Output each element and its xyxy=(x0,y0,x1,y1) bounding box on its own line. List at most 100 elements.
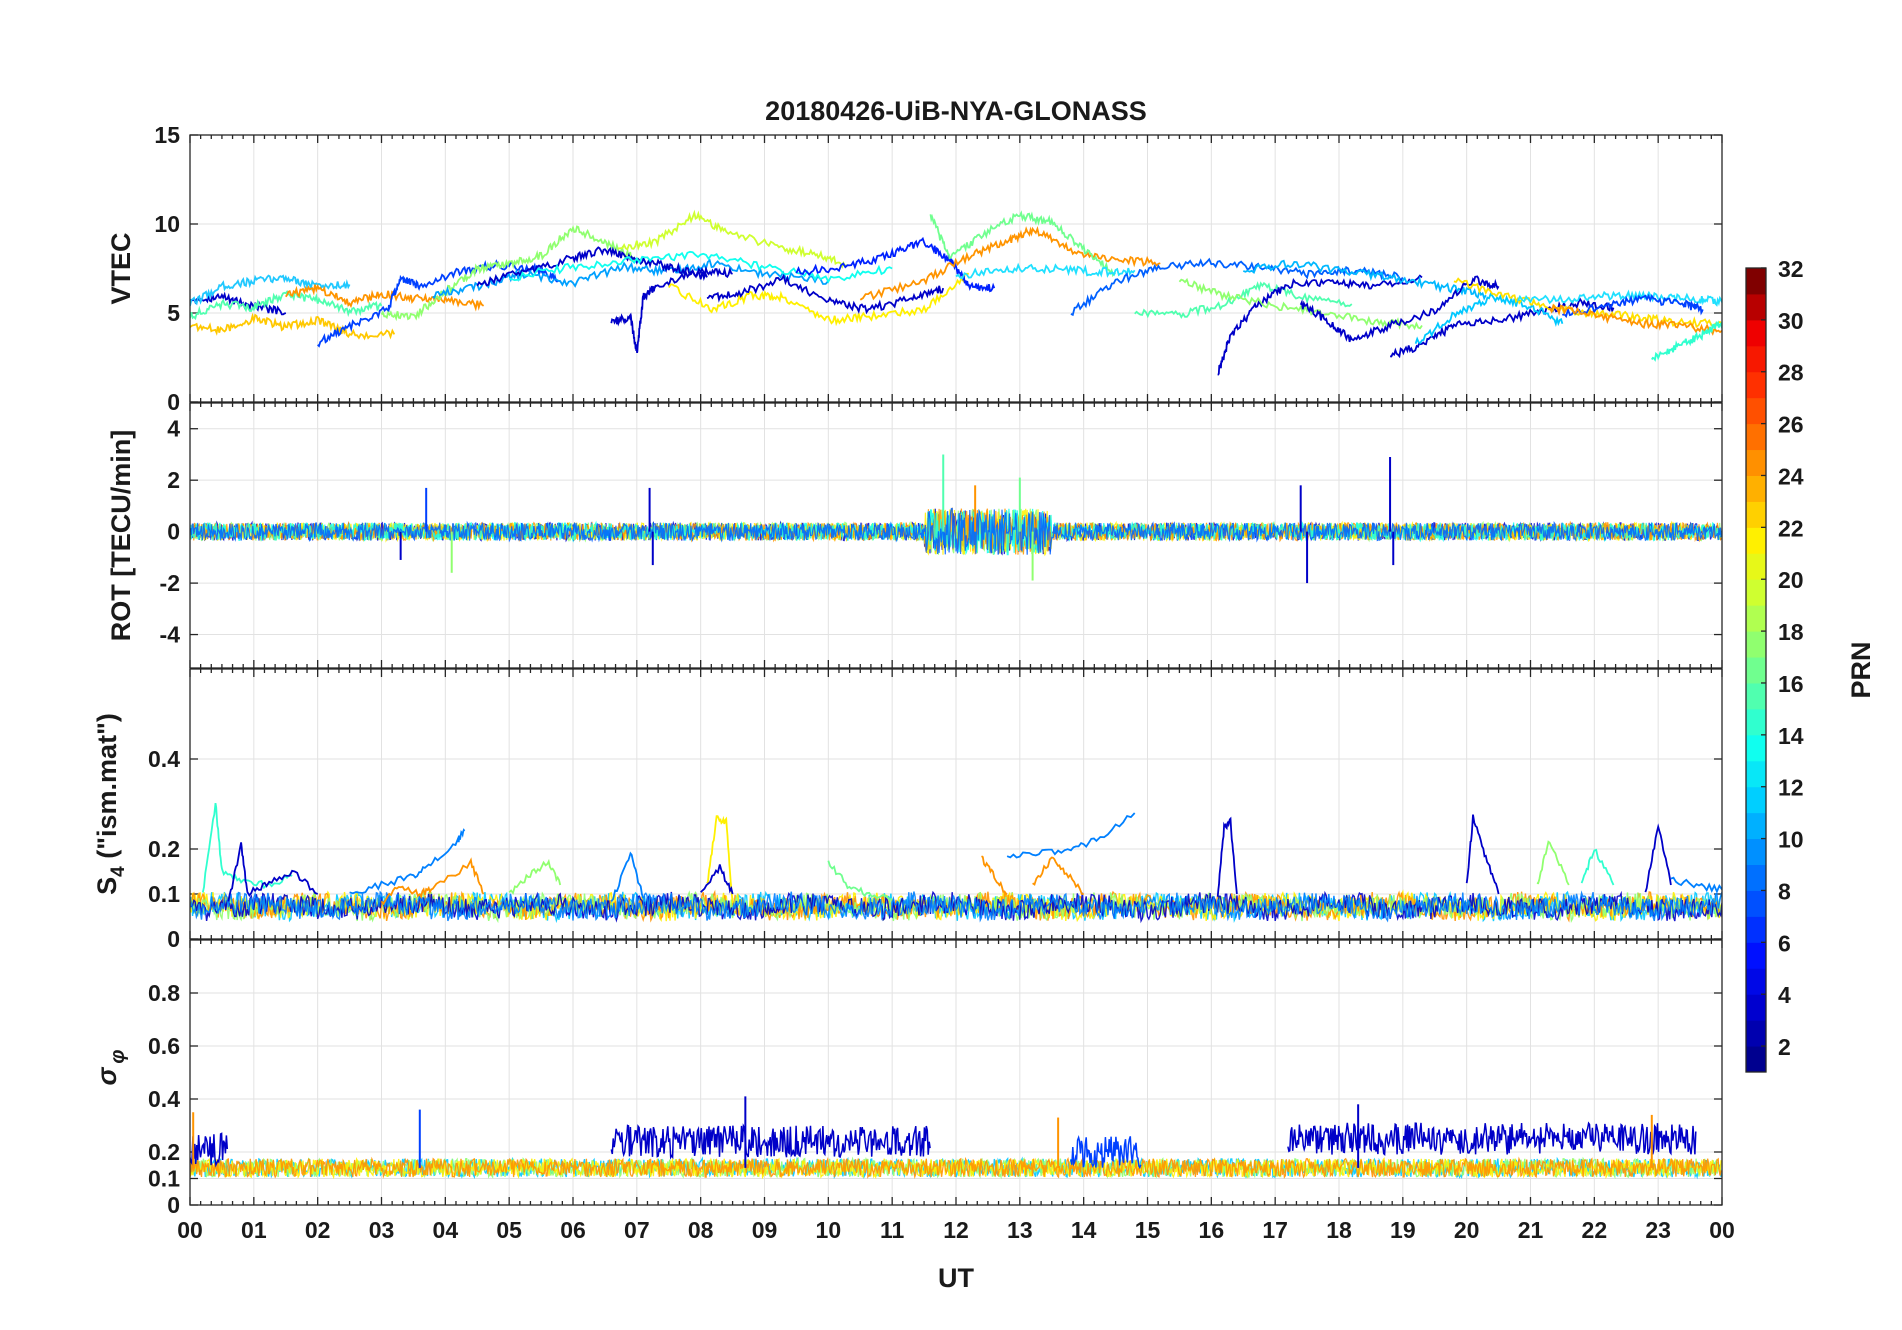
sigma-series-line xyxy=(190,1156,1722,1180)
x-tick-label: 03 xyxy=(369,1217,395,1243)
y-tick-label: 0.6 xyxy=(148,1033,180,1059)
y-axis-label-rot: ROT [TECU/min] xyxy=(106,430,136,641)
y-tick-label: -2 xyxy=(160,570,180,596)
y-tick-label: 0.1 xyxy=(148,881,180,907)
s4-event-line xyxy=(1006,812,1136,859)
y-axis-label-vtec: VTEC xyxy=(106,232,136,304)
y-tick-label: 0 xyxy=(167,519,180,545)
y-tick-label: -4 xyxy=(160,622,181,648)
s4-event-line xyxy=(1032,856,1084,895)
colorbar-segment xyxy=(1746,657,1766,684)
colorbar-tick-label: 30 xyxy=(1778,308,1804,334)
vtec-series-line xyxy=(859,225,1161,301)
x-tick-label: 17 xyxy=(1262,1217,1288,1243)
x-tick-label: 09 xyxy=(752,1217,778,1243)
s4-event-line xyxy=(508,858,562,895)
colorbar-label: PRN xyxy=(1846,641,1876,698)
colorbar-segment xyxy=(1746,527,1766,554)
colorbar-segment xyxy=(1746,423,1766,451)
colorbar-tick-label: 10 xyxy=(1778,827,1804,853)
colorbar-tick-label: 2 xyxy=(1778,1034,1791,1060)
x-tick-label: 11 xyxy=(880,1217,905,1243)
x-tick-label: 06 xyxy=(560,1217,586,1243)
sigma-elevated-line xyxy=(1070,1134,1142,1170)
panel-frame-sigma xyxy=(189,939,1723,1206)
x-tick-label: 10 xyxy=(816,1217,842,1243)
series-group-s4 xyxy=(190,802,1722,924)
vtec-series-line xyxy=(1070,257,1404,317)
s4-event-line xyxy=(610,851,645,902)
x-tick-label: 18 xyxy=(1326,1217,1352,1243)
y-tick-label: 0 xyxy=(167,926,180,952)
colorbar-tick-label: 6 xyxy=(1778,930,1791,956)
y-tick-label: 0 xyxy=(167,1192,180,1218)
colorbar-segment xyxy=(1746,293,1766,321)
colorbar-segment xyxy=(1746,475,1766,502)
s4-event-line xyxy=(1644,823,1672,893)
colorbar-tick-label: 22 xyxy=(1778,515,1804,541)
vtec-series-line xyxy=(617,209,848,270)
colorbar-segment xyxy=(1746,916,1766,943)
x-tick-label: 23 xyxy=(1645,1217,1671,1243)
vtec-series-line xyxy=(668,272,969,327)
colorbar-segment xyxy=(1746,1020,1766,1047)
series-group-rot xyxy=(190,454,1722,584)
colorbar-segment xyxy=(1746,838,1766,866)
vtec-series-line xyxy=(1299,275,1500,343)
colorbar-tick-label: 32 xyxy=(1778,256,1804,282)
colorbar-segment xyxy=(1746,397,1766,425)
x-tick-label: 00 xyxy=(177,1217,203,1243)
colorbar-segment xyxy=(1746,890,1766,917)
colorbar-segment xyxy=(1746,682,1766,710)
s4-event-line xyxy=(981,855,1008,895)
s4-event-line xyxy=(1670,876,1722,894)
x-tick-label: 19 xyxy=(1390,1217,1416,1243)
vtec-series-line xyxy=(1242,259,1487,301)
y-tick-label: 15 xyxy=(154,122,180,148)
colorbar-segment xyxy=(1746,449,1766,476)
x-tick-label: 01 xyxy=(241,1217,267,1243)
x-tick-label: 08 xyxy=(688,1217,714,1243)
s4-event-line xyxy=(706,815,734,904)
x-tick-label: 13 xyxy=(1007,1217,1033,1243)
colorbar-tick-label: 20 xyxy=(1778,567,1804,593)
vtec-series-line xyxy=(1178,277,1423,331)
colorbar-segment xyxy=(1746,968,1766,995)
sigma-elevated-line xyxy=(1287,1121,1697,1156)
vtec-series-line xyxy=(1548,303,1722,336)
colorbar-segment xyxy=(1746,371,1766,399)
colorbar-tick-label: 14 xyxy=(1778,723,1804,749)
colorbar-tick-label: 12 xyxy=(1778,775,1804,801)
x-tick-label: 04 xyxy=(433,1217,459,1243)
vtec-series-line xyxy=(285,283,485,312)
colorbar-tick-label: 8 xyxy=(1778,878,1791,904)
colorbar-segment xyxy=(1746,268,1766,295)
x-tick-label: 00 xyxy=(1709,1217,1735,1243)
vtec-series-line xyxy=(1651,320,1722,362)
panel-frame-s4 xyxy=(189,668,1723,940)
series-group-sigma xyxy=(190,1096,1722,1180)
colorbar-segment xyxy=(1746,734,1766,762)
colorbar-tick-label: 24 xyxy=(1778,463,1804,489)
vtec-series-line xyxy=(190,289,383,321)
vtec-series-line xyxy=(1414,292,1564,344)
vtec-series-line xyxy=(509,250,893,284)
y-tick-label: 5 xyxy=(167,300,180,326)
colorbar-segment xyxy=(1746,501,1766,528)
sigma-elevated-line xyxy=(190,1132,229,1168)
vtec-series-line xyxy=(1217,274,1423,376)
y-tick-label: 2 xyxy=(167,467,180,493)
vtec-series-line xyxy=(1562,293,1704,319)
y-tick-label: 0.2 xyxy=(148,1139,180,1165)
y-axis-label-s4: S4 ("ism.mat") xyxy=(92,713,129,895)
panel-frame-rot xyxy=(189,402,1723,669)
s4-event-line xyxy=(827,860,893,902)
series-group-vtec xyxy=(190,209,1722,376)
y-tick-label: 0.1 xyxy=(148,1166,180,1192)
vtec-series-line xyxy=(476,246,708,287)
colorbar-segment xyxy=(1746,864,1766,891)
colorbar-segment xyxy=(1746,579,1766,606)
s4-event-line xyxy=(380,857,485,906)
colorbar-segment xyxy=(1746,708,1766,736)
